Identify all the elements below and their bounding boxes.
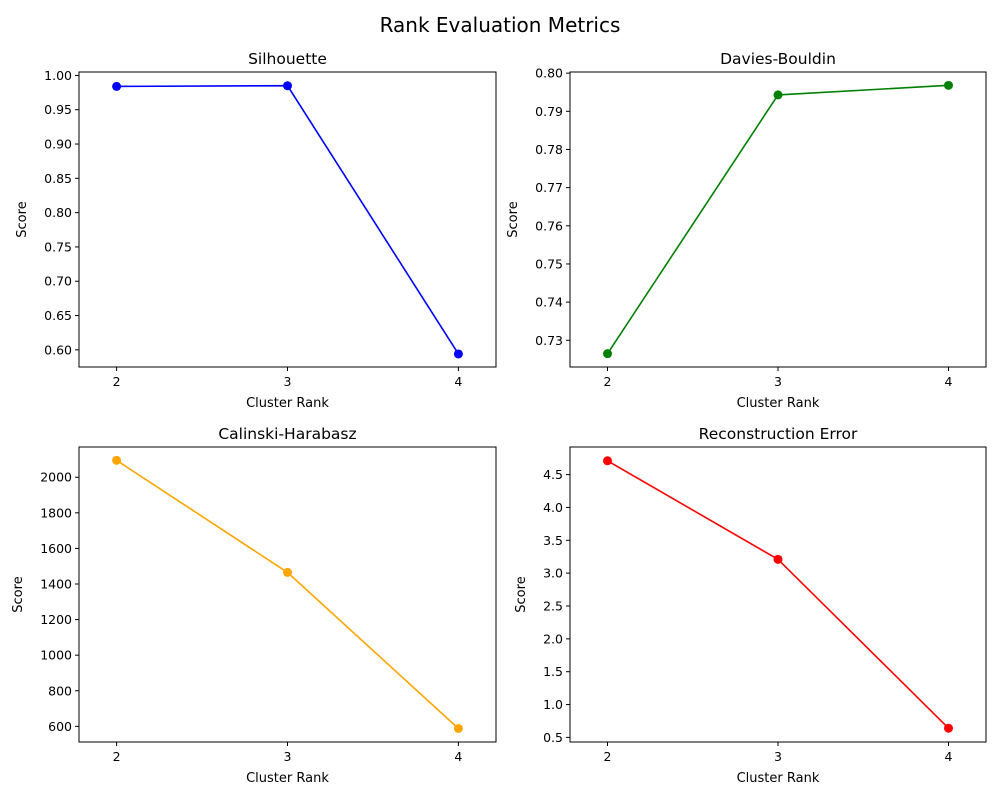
- x-tick-label: 2: [113, 749, 121, 764]
- x-tick-label: 2: [604, 374, 612, 389]
- y-tick-label: 1800: [40, 505, 72, 520]
- data-point: [453, 349, 463, 359]
- x-axis-label: Cluster Rank: [246, 396, 329, 411]
- y-tick-label: 0.79: [535, 104, 563, 119]
- data-point: [773, 90, 783, 100]
- y-tick-label: 1200: [40, 612, 72, 627]
- y-tick-label: 4.0: [543, 500, 563, 515]
- y-axis-label: Score: [506, 201, 521, 237]
- x-tick-label: 4: [454, 374, 462, 389]
- data-point: [943, 723, 953, 733]
- subplot-silhouette: 0.60 0.65 0.70 0.75 0.80 0.85 0.90 0.95 1.00 2 3 4 S…: [15, 50, 497, 411]
- y-tick-label: 0.60: [44, 342, 72, 357]
- y-tick-label: 800: [48, 683, 72, 698]
- y-tick-label: 2.5: [543, 598, 563, 613]
- y-tick-label: 1000: [40, 648, 72, 663]
- x-axis-label: Cluster Rank: [246, 771, 329, 786]
- data-point: [112, 81, 122, 91]
- y-tick-label: 0.75: [535, 256, 563, 271]
- y-tick-label: 0.85: [44, 171, 72, 186]
- y-tick-label: 0.76: [535, 218, 563, 233]
- y-tick-label: 3.5: [543, 533, 563, 548]
- y-tick-label: 4.5: [543, 467, 563, 482]
- data-point: [453, 723, 463, 733]
- subplot-title: Reconstruction Error: [699, 425, 858, 443]
- y-tick-label: 2.0: [543, 631, 563, 646]
- subplot-reconstruction-error: 0.5 1.0 1.5 2.0 2.5 3.0 3.5 4.0 4.5 2 3 4 Reconstruc…: [514, 425, 987, 786]
- x-tick-label: 3: [774, 749, 782, 764]
- y-tick-label: 0.90: [44, 137, 72, 152]
- x-tick-label: 4: [454, 749, 462, 764]
- y-tick-label: 0.78: [535, 142, 563, 157]
- x-tick-label: 2: [604, 749, 612, 764]
- x-tick-label: 2: [113, 374, 121, 389]
- subplot-title: Davies-Bouldin: [720, 50, 836, 68]
- y-tick-label: 0.5: [543, 730, 563, 745]
- subplot-title: Silhouette: [248, 50, 327, 68]
- y-tick-label: 0.75: [44, 239, 72, 254]
- y-tick-label: 0.77: [535, 180, 563, 195]
- x-tick-label: 4: [945, 374, 953, 389]
- x-tick-label: 4: [945, 749, 953, 764]
- data-point: [943, 80, 953, 90]
- x-axis-label: Cluster Rank: [737, 771, 820, 786]
- data-point: [283, 81, 292, 91]
- data-point: [773, 554, 783, 564]
- subplot-davies-bouldin: 0.73 0.74 0.75 0.76 0.77 0.78 0.79 0.80 2 3 4 Davie…: [506, 50, 987, 411]
- x-tick-label: 3: [284, 749, 292, 764]
- figure-title: Rank Evaluation Metrics: [380, 13, 621, 37]
- y-tick-label: 0.73: [535, 333, 563, 348]
- y-tick-label: 1.00: [44, 68, 72, 83]
- y-axis-label: Score: [15, 201, 30, 237]
- y-tick-label: 1.0: [543, 697, 563, 712]
- x-axis-label: Cluster Rank: [737, 396, 820, 411]
- y-tick-label: 0.80: [535, 66, 563, 81]
- y-tick-label: 1.5: [543, 664, 563, 679]
- subplot-title: Calinski-Harabasz: [218, 425, 356, 443]
- x-tick-label: 3: [284, 374, 292, 389]
- data-point: [112, 455, 122, 465]
- y-tick-label: 0.74: [535, 295, 563, 310]
- y-tick-label: 0.95: [44, 102, 72, 117]
- y-tick-label: 3.0: [543, 566, 563, 581]
- y-tick-label: 1600: [40, 541, 72, 556]
- y-tick-label: 0.65: [44, 308, 72, 323]
- x-tick-label: 3: [774, 374, 782, 389]
- y-tick-label: 0.80: [44, 205, 72, 220]
- y-tick-label: 0.70: [44, 274, 72, 289]
- y-tick-label: 1400: [40, 577, 72, 592]
- y-tick-label: 2000: [40, 470, 72, 485]
- y-axis-label: Score: [514, 576, 529, 612]
- subplot-calinski-harabasz: 600 800 1000 1200 1400 1600 1800 2000 2 3 4 Calinsk…: [11, 425, 497, 786]
- data-point: [283, 567, 292, 577]
- y-tick-label: 600: [48, 719, 72, 734]
- data-point: [603, 349, 613, 359]
- y-axis-label: Score: [11, 576, 26, 612]
- data-point: [603, 456, 613, 466]
